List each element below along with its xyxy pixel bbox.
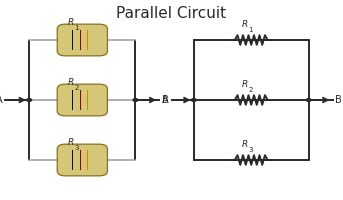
FancyBboxPatch shape	[57, 144, 107, 176]
Bar	[72, 90, 73, 110]
Bar	[80, 30, 81, 50]
Text: B: B	[162, 95, 169, 105]
Circle shape	[133, 99, 138, 101]
Text: 2: 2	[74, 85, 79, 91]
Text: 1: 1	[248, 27, 253, 33]
Text: R: R	[241, 80, 248, 89]
Bar	[87, 90, 88, 110]
Text: R: R	[68, 138, 74, 147]
Text: 3: 3	[74, 145, 79, 151]
Text: 1: 1	[74, 25, 79, 31]
Bar	[72, 150, 73, 170]
Bar	[80, 150, 81, 170]
FancyBboxPatch shape	[57, 24, 107, 56]
Text: R: R	[241, 140, 248, 149]
Text: 3: 3	[248, 147, 253, 153]
Circle shape	[27, 99, 32, 101]
Text: B: B	[335, 95, 342, 105]
Text: R: R	[68, 78, 74, 87]
Text: R: R	[241, 20, 248, 29]
Text: R: R	[68, 18, 74, 27]
Circle shape	[191, 99, 196, 101]
Text: 2: 2	[248, 87, 253, 93]
Bar	[80, 90, 81, 110]
Bar	[72, 30, 73, 50]
Text: A: A	[0, 95, 2, 105]
Circle shape	[306, 99, 311, 101]
FancyBboxPatch shape	[57, 84, 107, 116]
Text: A: A	[162, 95, 169, 105]
Text: Parallel Circuit: Parallel Circuit	[116, 6, 227, 21]
Bar	[87, 30, 88, 50]
Bar	[87, 150, 88, 170]
